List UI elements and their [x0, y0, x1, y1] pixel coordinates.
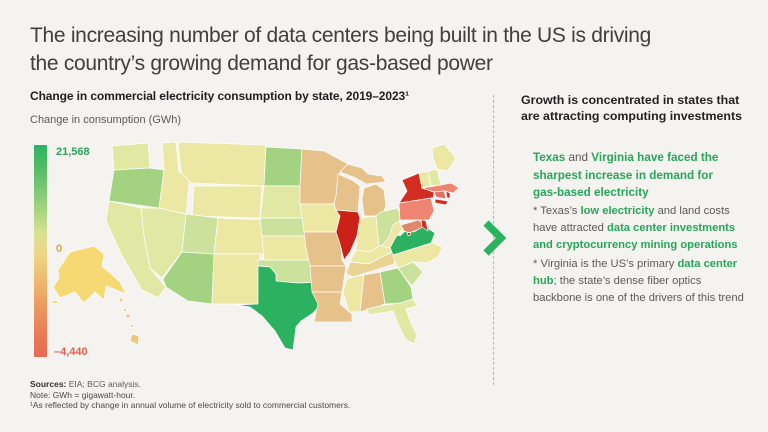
state-wi [333, 173, 361, 213]
state-la [311, 291, 353, 323]
legend-zero-value: 0 [56, 243, 63, 255]
state-hi-island2 [123, 308, 127, 312]
state-in [355, 215, 380, 253]
state-ar [309, 265, 347, 293]
state-al [359, 271, 386, 313]
state-hi-island3 [125, 313, 131, 319]
chevron-right-icon [483, 220, 507, 256]
map-section-heading: Change in commercial electricity consump… [30, 89, 409, 103]
state-wy [191, 185, 263, 219]
page-title-line2: the country’s growing demand for gas-bas… [30, 51, 493, 75]
note-line: Note: GWh = gigawatt-hour. [30, 389, 136, 400]
us-choropleth-map [105, 141, 460, 351]
state-il [335, 209, 361, 261]
state-nc [392, 242, 444, 269]
footnote-line: ¹As reflected by change in annual volume… [30, 400, 351, 410]
state-dc [407, 232, 411, 236]
state-wa [111, 142, 151, 171]
right-panel-heading-line1: Growth is concentrated in states that [521, 93, 740, 107]
state-ak-aleutians [51, 300, 59, 304]
legend-max-value: 21,568 [56, 146, 90, 158]
state-co [213, 217, 269, 255]
state-hi-big-island [129, 333, 140, 346]
state-nd [263, 146, 303, 187]
state-tx [235, 265, 327, 351]
state-ri [445, 190, 451, 199]
state-ut [181, 213, 219, 255]
color-scale-gradient [34, 145, 47, 357]
state-or [108, 167, 165, 209]
state-nm [211, 253, 261, 305]
state-ct [433, 190, 447, 200]
state-ak [52, 245, 127, 304]
state-me [431, 143, 457, 172]
right-panel-heading-line2: are attracting computing investments [521, 109, 743, 123]
right-panel-heading: Growth is concentrated in states that ar… [521, 92, 742, 124]
state-mt [177, 141, 267, 187]
dashed-divider [493, 95, 494, 385]
state-fl [366, 298, 418, 345]
state-hi-island1 [118, 297, 124, 303]
page-title-line1: The increasing number of data centers be… [30, 24, 652, 47]
texas-bullet-text: * Texas’s low electricity and land costs… [533, 205, 738, 251]
footer-notes: Sources: EIA; BCG analysis. Note: GWh = … [30, 379, 350, 411]
key-insight-text: Texas and Virginia have faced the sharpes… [533, 151, 719, 199]
virginia-bullet-text: * Virginia is the US’s primary data cent… [533, 258, 744, 304]
state-id [158, 141, 191, 215]
page-title: The increasing number of data centers be… [30, 22, 651, 77]
legend-axis-label: Change in consumption (GWh) [30, 114, 182, 126]
state-sd [259, 185, 305, 219]
alaska-hawaii-map [51, 245, 140, 346]
legend-min-value: –4,440 [54, 346, 88, 358]
state-ia [299, 203, 341, 233]
sources-line: Sources: EIA; BCG analysis. [30, 379, 142, 389]
state-hi-island4 [130, 324, 134, 328]
